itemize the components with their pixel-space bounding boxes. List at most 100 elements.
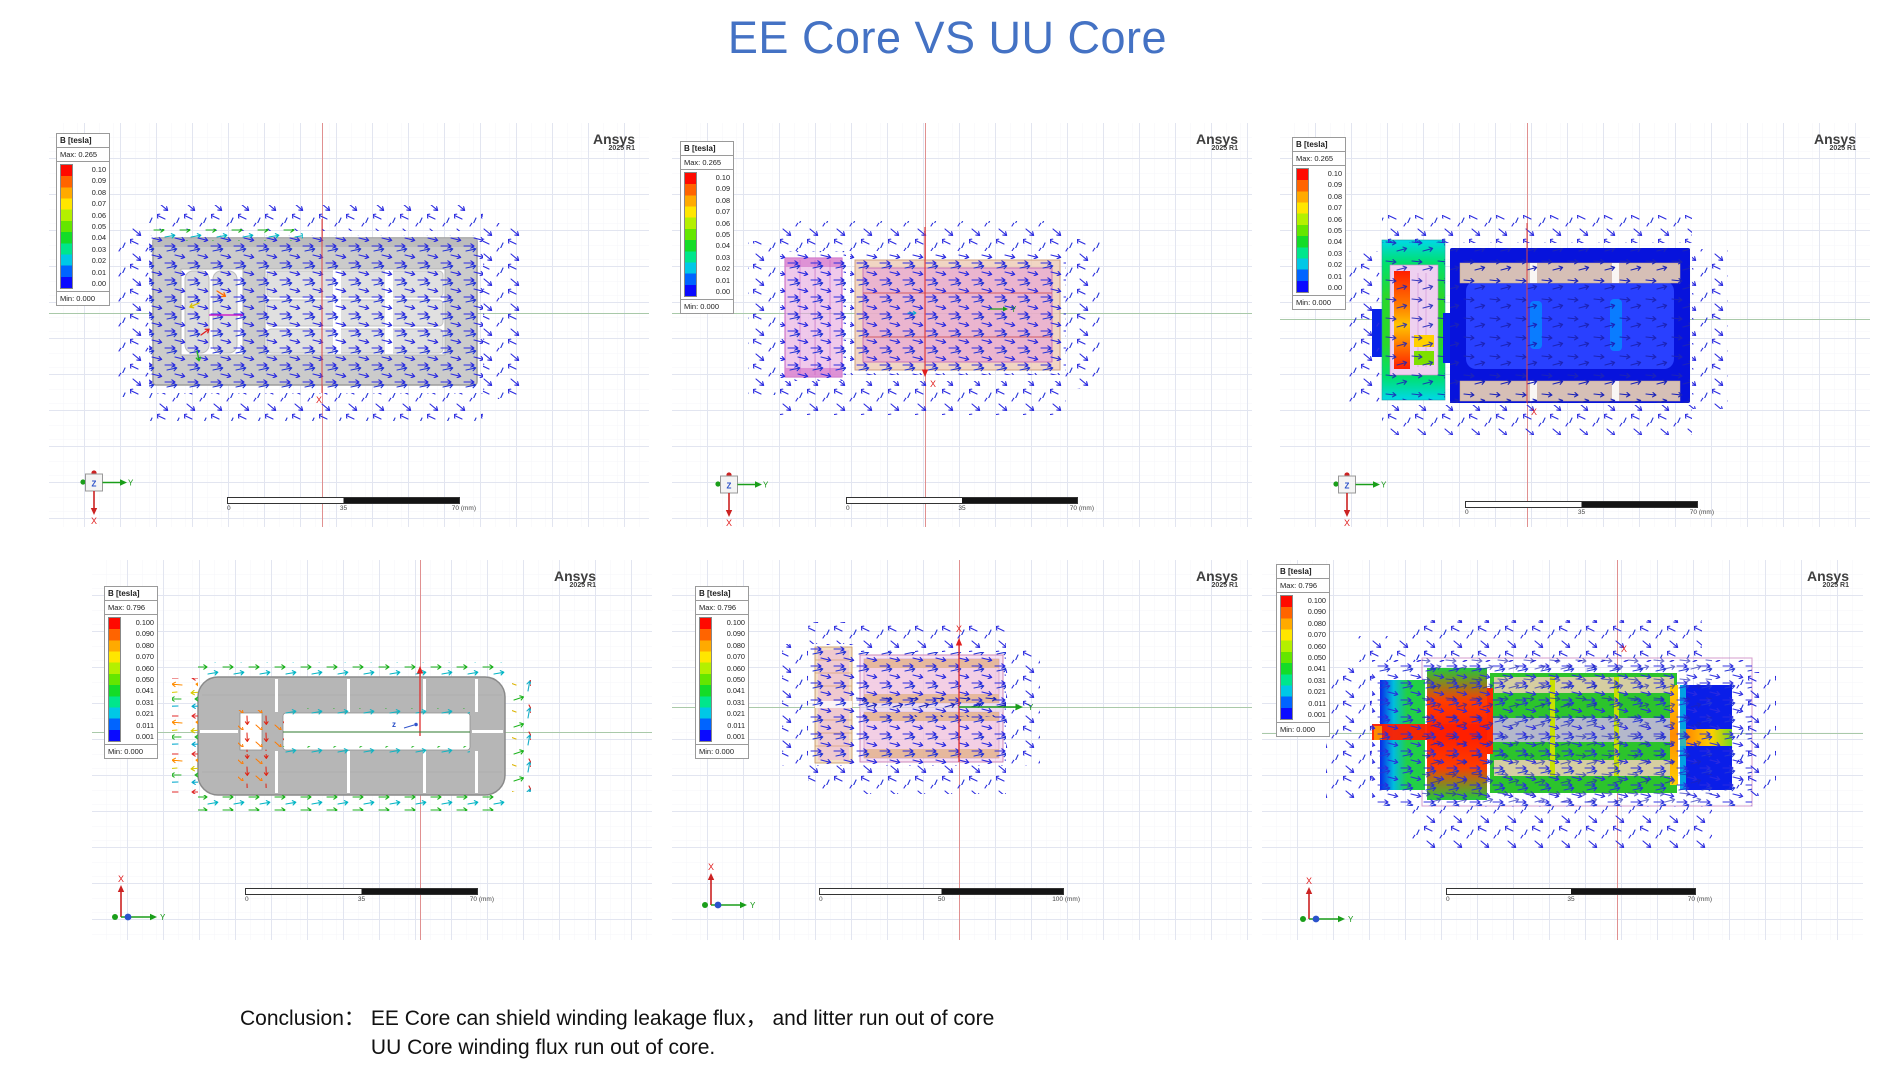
legend-tick: 0.021 (1307, 687, 1326, 697)
uu-core-ring (197, 676, 506, 796)
legend-min: Min: 0.000 (696, 744, 748, 758)
scale-ruler: 0 50 100 (mm) (819, 888, 1080, 905)
triad-x-label: X (118, 874, 124, 884)
axis-z-label: z (392, 720, 396, 729)
triad-x-label: X (1306, 876, 1312, 886)
conclusion: Conclusion： EE Core can shield winding l… (240, 1004, 994, 1062)
legend-tick: 0.02 (715, 264, 730, 274)
legend-max: Max: 0.796 (696, 601, 748, 615)
scale-start: 0 (227, 505, 231, 512)
legend-max: Max: 0.796 (105, 601, 157, 615)
ansys-logo: Ansys 2025 R1 (1196, 568, 1238, 589)
triad-y-label: Y (1381, 481, 1387, 490)
scale-bar (846, 497, 1078, 504)
legend-tick: 0.031 (1307, 675, 1326, 685)
legend-tick: 0.08 (1327, 191, 1342, 201)
legend-tick: 0.00 (1327, 282, 1342, 292)
legend-tick: 0.100 (726, 618, 745, 627)
ansys-logo: Ansys 2025 R1 (554, 568, 596, 589)
scale-end: 70 (mm) (1689, 509, 1714, 516)
scale-end: 70 (mm) (469, 896, 494, 903)
triad-x-label: X (1344, 518, 1350, 527)
axis-y-label: Y (1028, 703, 1034, 712)
legend-ticks: 0.100 0.090 0.080 0.070 0.060 0.050 0.041 0.031… (714, 617, 745, 742)
legend-tick: 0.09 (715, 184, 730, 194)
viewport-uu-windings-leakage-vectors: X Y B [tesla] Max: 0.796 0.100 0.090 0.080 0.… (672, 560, 1252, 940)
legend-ticks: 0.100 0.090 0.080 0.070 0.060 0.050 0.041 0.031… (1295, 595, 1326, 720)
legend-title: B [tesla] (57, 134, 109, 148)
legend-b-tesla: B [tesla] Max: 0.265 0.10 0.09 0.08 0.07 0.06 0… (680, 141, 734, 315)
model-uu-windings-vector: X Y (782, 622, 1040, 794)
legend-tick: 0.02 (91, 256, 106, 266)
legend-tick: 0.050 (726, 674, 745, 684)
viewport-ee-core-field-magnitude: X B [tesla] Max: 0.265 0.10 0.09 0.08 0.07 0.0… (1280, 123, 1870, 527)
legend-colorbar (60, 164, 73, 290)
legend-min: Min: 0.000 (1293, 295, 1345, 309)
legend-tick: 0.090 (1307, 607, 1326, 617)
scale-bar (227, 497, 460, 504)
legend-max: Max: 0.265 (1293, 152, 1345, 166)
flux-arrows (1326, 620, 1776, 848)
triad-z-label: Z (92, 480, 97, 489)
legend-min: Min: 0.000 (105, 744, 157, 758)
scale-mid: 35 (357, 896, 366, 903)
triad-y-label: Y (1348, 915, 1354, 924)
legend-max: Max: 0.796 (1277, 579, 1329, 593)
legend-ticks: 0.10 0.09 0.08 0.07 0.06 0.05 0.04 0.03 0.02 0.01… (1311, 168, 1342, 293)
triad-z-label: Z (727, 482, 732, 491)
axis-x-label: X (930, 379, 936, 389)
legend-tick: 0.09 (1327, 180, 1342, 190)
legend-b-tesla: B [tesla] Max: 0.265 0.10 0.09 0.08 0.07 0.06 0… (1292, 137, 1346, 311)
scale-start: 0 (245, 896, 249, 903)
legend-body: 0.100 0.090 0.080 0.070 0.060 0.050 0.041 0.031… (105, 615, 157, 744)
legend-b-tesla: B [tesla] Max: 0.796 0.100 0.090 0.080 0.070 0… (695, 586, 749, 760)
legend-body: 0.10 0.09 0.08 0.07 0.06 0.05 0.04 0.03 0.02 0.01… (57, 162, 109, 291)
legend-tick: 0.01 (715, 275, 730, 285)
legend-min: Min: 0.000 (681, 299, 733, 313)
viewport-ee-windings-leakage-vectors: X Y B [tesla] Max: 0.265 0.10 0.09 0.08 0.07 0… (672, 123, 1252, 527)
legend-ticks: 0.10 0.09 0.08 0.07 0.06 0.05 0.04 0.03 0.02 0.01… (75, 164, 106, 289)
orientation-triad: X Y (112, 874, 166, 922)
legend-tick: 0.011 (727, 720, 745, 730)
triad-x-label: X (91, 516, 97, 525)
flux-arrows (748, 221, 1100, 415)
legend-tick: 0.10 (1327, 169, 1342, 178)
flux-arrows (115, 205, 523, 421)
scale-bar (1446, 888, 1696, 895)
legend-tick: 0.041 (1307, 664, 1326, 674)
scale-end: 70 (mm) (1069, 505, 1094, 512)
legend-tick: 0.070 (135, 652, 154, 662)
triad-z-label: Z (1345, 482, 1350, 491)
legend-tick: 0.031 (135, 697, 154, 707)
ansys-version: 2025 R1 (1211, 582, 1238, 589)
model-ee-core-field: X (1346, 215, 1728, 435)
ansys-wordmark: Ansys (592, 131, 635, 147)
legend-tick: 0.04 (91, 233, 106, 243)
scale-ruler: 0 35 70 (mm) (1465, 501, 1714, 518)
legend-min: Min: 0.000 (57, 291, 109, 305)
legend-tick: 0.080 (1307, 618, 1326, 628)
legend-tick: 0.09 (91, 176, 106, 186)
legend-tick: 0.041 (135, 686, 154, 696)
legend-tick: 0.00 (91, 278, 106, 288)
legend-tick: 0.05 (715, 229, 730, 239)
triad-y-label: Y (160, 913, 166, 922)
legend-max: Max: 0.265 (57, 148, 109, 162)
legend-tick: 0.070 (1307, 630, 1326, 640)
scale-mid: 50 (937, 896, 946, 903)
legend-tick: 0.031 (726, 697, 745, 707)
ansys-logo: Ansys 2025 R1 (1807, 568, 1849, 589)
scale-ruler: 0 35 70 (mm) (846, 497, 1094, 514)
legend-tick: 0.060 (135, 663, 154, 673)
legend-tick: 0.001 (726, 731, 745, 741)
scale-ruler: 0 35 70 (mm) (1446, 888, 1712, 905)
axis-x-label: X (956, 624, 962, 634)
ansys-version: 2025 R1 (1822, 582, 1849, 589)
scale-mid: 35 (1567, 896, 1575, 903)
legend-ticks: 0.100 0.090 0.080 0.070 0.060 0.050 0.041 0.031… (123, 617, 154, 742)
scale-end: 70 (mm) (451, 505, 476, 512)
scale-start: 0 (846, 505, 850, 512)
scale-end: 70 (mm) (1687, 896, 1712, 903)
orientation-triad: Z Y X (715, 472, 769, 527)
legend-body: 0.10 0.09 0.08 0.07 0.06 0.05 0.04 0.03 0.02 0.01… (681, 170, 733, 299)
